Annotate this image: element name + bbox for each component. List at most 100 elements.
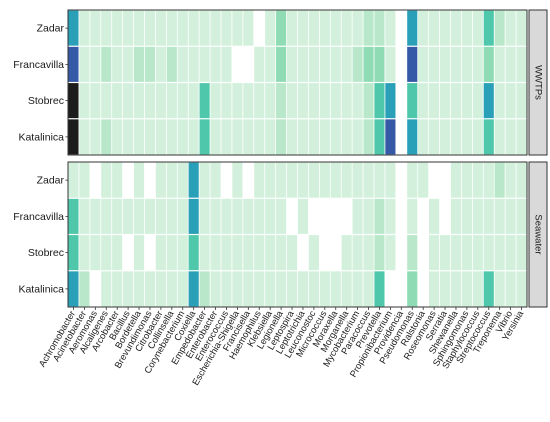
heatmap-cell <box>439 46 451 82</box>
heatmap-cell <box>276 83 287 119</box>
heatmap-cell <box>68 83 79 119</box>
heatmap-cell <box>516 198 527 234</box>
heatmap-cell <box>385 235 396 271</box>
heatmap-cell <box>265 119 276 155</box>
heatmap-cell <box>177 119 188 155</box>
heatmap-cell <box>188 235 199 271</box>
heatmap-cell <box>254 83 265 119</box>
heatmap-cell <box>407 162 418 198</box>
heatmap-cell <box>341 235 352 271</box>
heatmap-cell <box>221 162 232 198</box>
heatmap-cell <box>494 83 505 119</box>
heatmap-cell <box>352 83 363 119</box>
heatmap-cell <box>374 119 385 155</box>
heatmap-cell <box>363 83 374 119</box>
heatmap-cell <box>352 271 363 307</box>
heatmap-cell <box>144 10 156 46</box>
heatmap-cell <box>450 198 462 234</box>
y-tick-label: Zadar <box>37 175 65 187</box>
heatmap-cell <box>352 10 363 46</box>
heatmap-cell <box>396 198 407 234</box>
heatmap-cell <box>166 198 177 234</box>
heatmap-cell <box>210 198 221 234</box>
heatmap-cell <box>341 198 352 234</box>
facet-strip <box>528 9 548 156</box>
heatmap-cell <box>68 162 79 198</box>
heatmap-cell <box>286 83 298 119</box>
heatmap-cell <box>144 235 156 271</box>
heatmap-cell <box>407 83 418 119</box>
heatmap-cell <box>385 119 396 155</box>
y-tick-label: Katalinica <box>18 283 64 295</box>
heatmap-cell <box>472 119 483 155</box>
heatmap-cell <box>472 162 483 198</box>
heatmap-cell <box>254 119 265 155</box>
heatmap-cell <box>188 10 199 46</box>
heatmap-cell <box>319 83 330 119</box>
heatmap-cell <box>188 46 199 82</box>
heatmap-cell <box>101 46 112 82</box>
heatmap-cell <box>429 83 440 119</box>
heatmap-cell <box>516 271 527 307</box>
heatmap-cell <box>177 198 188 234</box>
heatmap-cell <box>472 198 483 234</box>
heatmap-cell <box>286 198 298 234</box>
heatmap-cell <box>396 119 407 155</box>
heatmap-cell <box>429 235 440 271</box>
heatmap-cell <box>308 119 319 155</box>
heatmap-cell <box>374 162 385 198</box>
heatmap-cell <box>363 235 374 271</box>
heatmap-cell <box>254 235 265 271</box>
heatmap-cell <box>330 198 341 234</box>
heatmap-cell <box>308 83 319 119</box>
heatmap-cell <box>90 162 101 198</box>
heatmap-cell <box>472 235 483 271</box>
heatmap-cell <box>90 46 101 82</box>
heatmap-cell <box>341 271 352 307</box>
heatmap-cell <box>429 10 440 46</box>
heatmap-cell <box>396 235 407 271</box>
heatmap-cell <box>177 46 188 82</box>
heatmap-cell <box>418 83 429 119</box>
heatmap-cell <box>396 271 407 307</box>
heatmap-cell <box>188 271 199 307</box>
heatmap-cell <box>112 83 123 119</box>
heatmap-cell <box>396 162 407 198</box>
heatmap-cell <box>112 119 123 155</box>
heatmap-cell <box>199 83 210 119</box>
heatmap-cell <box>188 198 199 234</box>
heatmap-cell <box>494 235 505 271</box>
heatmap-cell <box>407 235 418 271</box>
heatmap-cell <box>243 162 254 198</box>
heatmap-cell <box>385 83 396 119</box>
heatmap-cell <box>418 46 429 82</box>
heatmap-cell <box>308 198 319 234</box>
heatmap-cell <box>79 10 90 46</box>
heatmap-cell <box>232 162 243 198</box>
facet-strip-label: WWTPs <box>532 65 543 100</box>
heatmap-cell <box>385 10 396 46</box>
heatmap-cell <box>210 46 221 82</box>
heatmap-cell <box>144 198 156 234</box>
heatmap-cell <box>79 235 90 271</box>
heatmap-cell <box>483 162 494 198</box>
heatmap-cell <box>101 162 112 198</box>
heatmap-cell <box>516 119 527 155</box>
heatmap-cell <box>429 46 440 82</box>
heatmap-cell <box>221 119 232 155</box>
heatmap-cell <box>494 162 505 198</box>
panel-wwtps: Zadar Francavilla Stobrec Katalinica WWTPs <box>13 9 548 156</box>
heatmap-cell <box>210 271 221 307</box>
heatmap-cell <box>461 235 472 271</box>
y-tick-label: Stobrec <box>28 95 64 107</box>
heatmap-cell <box>68 271 79 307</box>
heatmap-cell <box>330 162 341 198</box>
heatmap-cell <box>429 198 440 234</box>
heatmap-cell <box>243 198 254 234</box>
heatmap-cell <box>297 271 309 307</box>
heatmap-cell <box>177 235 188 271</box>
heatmap-cell <box>352 119 363 155</box>
heatmap-cell <box>68 46 79 82</box>
heatmap-cell <box>199 119 210 155</box>
heatmap-cell <box>232 198 243 234</box>
